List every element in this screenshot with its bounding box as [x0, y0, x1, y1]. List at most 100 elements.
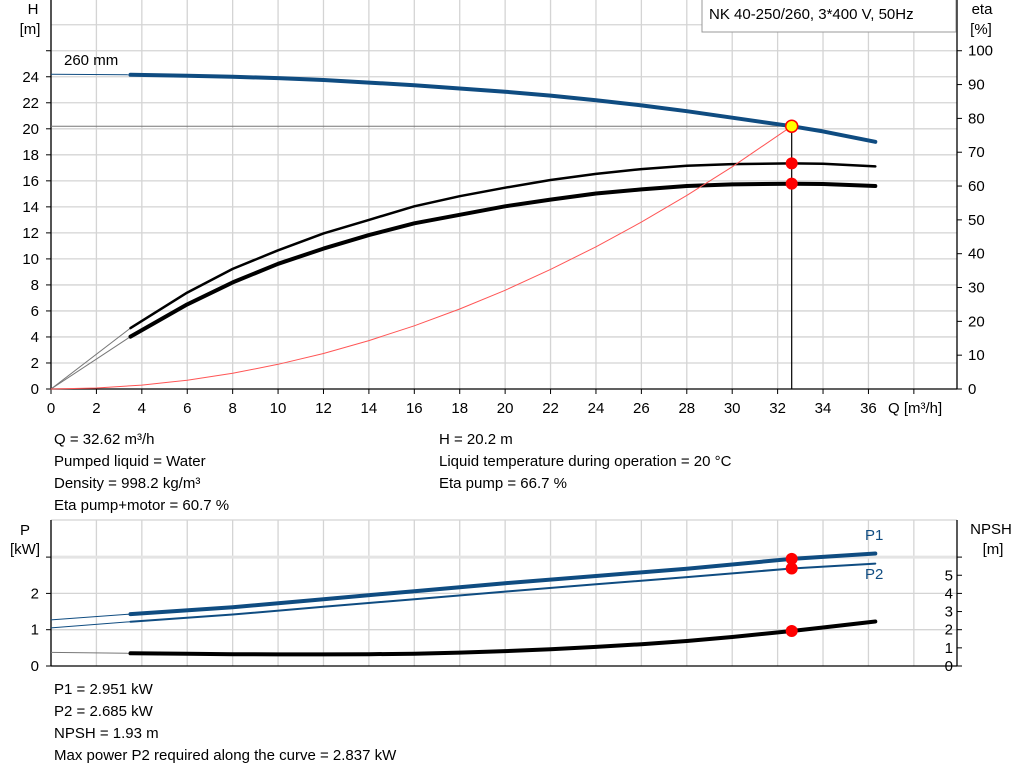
p-axis-unit: [kW]: [10, 541, 40, 558]
x-tick-label: 32: [769, 400, 786, 417]
y-left-label: H: [28, 1, 39, 18]
y-right-tick-label: 70: [968, 144, 985, 161]
npsh-tick-label: 5: [945, 567, 953, 584]
x-tick-label: 0: [47, 400, 55, 417]
x-tick-label: 2: [92, 400, 100, 417]
x-tick-label: 34: [815, 400, 832, 417]
y-left-tick-label: 4: [31, 329, 39, 346]
npsh-tick-label: 4: [945, 585, 953, 602]
x-tick-label: 36: [860, 400, 877, 417]
info-top-left: Q = 32.62 m³/h Pumped liquid = Water Den…: [54, 429, 229, 517]
x-tick-label: 18: [451, 400, 468, 417]
info-eta-total: Eta pump+motor = 60.7 %: [54, 497, 230, 514]
p1-curve: [128, 551, 878, 617]
npsh-curve-extension: [50, 651, 131, 654]
y-right-tick-label: 0: [968, 381, 976, 398]
y-right-tick-label: 20: [968, 313, 985, 330]
system-curve: [50, 125, 793, 390]
y-left-tick-label: 24: [22, 69, 39, 86]
y-right-tick-label: 100: [968, 43, 993, 60]
y-left-tick-label: 6: [31, 303, 39, 320]
info-top-right: H = 20.2 m Liquid temperature during ope…: [439, 429, 731, 495]
npsh-curve: [128, 619, 878, 657]
npsh-tick-label: 2: [945, 622, 953, 639]
x-tick-label: 28: [678, 400, 695, 417]
y-right-tick-label: 80: [968, 110, 985, 127]
p2-marker: [785, 562, 798, 575]
npsh-tick-label: 0: [945, 658, 953, 675]
info-temperature: Liquid temperature during operation = 20…: [439, 453, 732, 470]
y-left-unit: [m]: [20, 21, 41, 38]
y-right-tick-label: 10: [968, 347, 985, 364]
p1-legend-label: P1: [865, 527, 883, 544]
y-right-unit: [%]: [970, 21, 992, 38]
info-max-p2: Max power P2 required along the curve = …: [54, 747, 397, 764]
x-axis-label: Q [m³/h]: [888, 400, 942, 417]
x-tick-label: 22: [542, 400, 559, 417]
p2-legend-label: P2: [865, 566, 883, 583]
y-left-tick-label: 12: [22, 225, 39, 242]
y-right-tick-label: 90: [968, 77, 985, 94]
x-tick-label: 24: [588, 400, 605, 417]
x-tick-label: 30: [724, 400, 741, 417]
y-right-label: eta: [972, 1, 994, 18]
x-tick-label: 10: [270, 400, 287, 417]
y-right-tick-label: 60: [968, 178, 985, 195]
y-left-tick-label: 16: [22, 173, 39, 190]
info-q: Q = 32.62 m³/h: [54, 431, 155, 448]
y-right-tick-label: 40: [968, 246, 985, 263]
x-tick-label: 8: [228, 400, 236, 417]
x-tick-label: 26: [633, 400, 650, 417]
eta-pump-curve-extension: [50, 327, 131, 390]
y-right-tick-label: 30: [968, 280, 985, 297]
y-left-tick-label: 18: [22, 147, 39, 164]
p2-curve: [129, 562, 877, 623]
y-left-tick-label: 0: [31, 381, 39, 398]
eta-total-curve: [128, 181, 878, 339]
y-left-tick-label: 2: [31, 355, 39, 372]
x-tick-label: 14: [361, 400, 378, 417]
y-left-tick-label: 14: [22, 199, 39, 216]
eta-pump-marker: [785, 157, 798, 170]
info-h: H = 20.2 m: [439, 431, 513, 448]
info-p2: P2 = 2.685 kW: [54, 703, 153, 720]
npsh-tick-label: 1: [945, 640, 953, 657]
y-left-tick-label: 22: [22, 95, 39, 112]
eta-pump-curve: [129, 162, 877, 330]
x-tick-label: 20: [497, 400, 514, 417]
info-bottom: P1 = 2.951 kW P2 = 2.685 kW NPSH = 1.93 …: [54, 679, 396, 767]
npsh-marker: [785, 624, 798, 637]
title-box: [701, 0, 957, 33]
p-tick-label: 2: [31, 585, 39, 602]
p-tick-label: 1: [31, 622, 39, 639]
info-p1: P1 = 2.951 kW: [54, 681, 153, 698]
npsh-tick-label: 3: [945, 604, 953, 621]
npsh-axis-unit: [m]: [983, 541, 1004, 558]
x-tick-label: 12: [315, 400, 332, 417]
operating-point-marker: [784, 119, 799, 133]
npsh-axis-label: NPSH: [970, 521, 1012, 538]
y-left-tick-label: 8: [31, 277, 39, 294]
p2-curve-extension: [50, 621, 131, 629]
info-eta-pump: Eta pump = 66.7 %: [439, 475, 567, 492]
y-right-tick-label: 50: [968, 212, 985, 229]
eta-total-marker: [785, 177, 798, 190]
y-left-tick-label: 10: [22, 251, 39, 268]
p-axis-label: P: [20, 522, 30, 539]
p1-marker: [785, 552, 798, 565]
p-tick-label: 0: [31, 658, 39, 675]
head-curve-extension: [50, 73, 131, 76]
x-tick-label: 4: [138, 400, 146, 417]
p1-curve-extension: [50, 613, 131, 621]
eta-total-curve-extension: [50, 336, 131, 390]
x-tick-label: 16: [406, 400, 423, 417]
head-curve: [128, 72, 878, 144]
info-density: Density = 998.2 kg/m³: [54, 475, 201, 492]
info-liquid: Pumped liquid = Water: [54, 453, 206, 470]
info-npsh: NPSH = 1.93 m: [54, 725, 159, 742]
chart-title: NK 40-250/260, 3*400 V, 50Hz: [709, 6, 914, 23]
x-tick-label: 6: [183, 400, 191, 417]
y-left-tick-label: 20: [22, 121, 39, 138]
curve-label: 260 mm: [64, 52, 118, 69]
